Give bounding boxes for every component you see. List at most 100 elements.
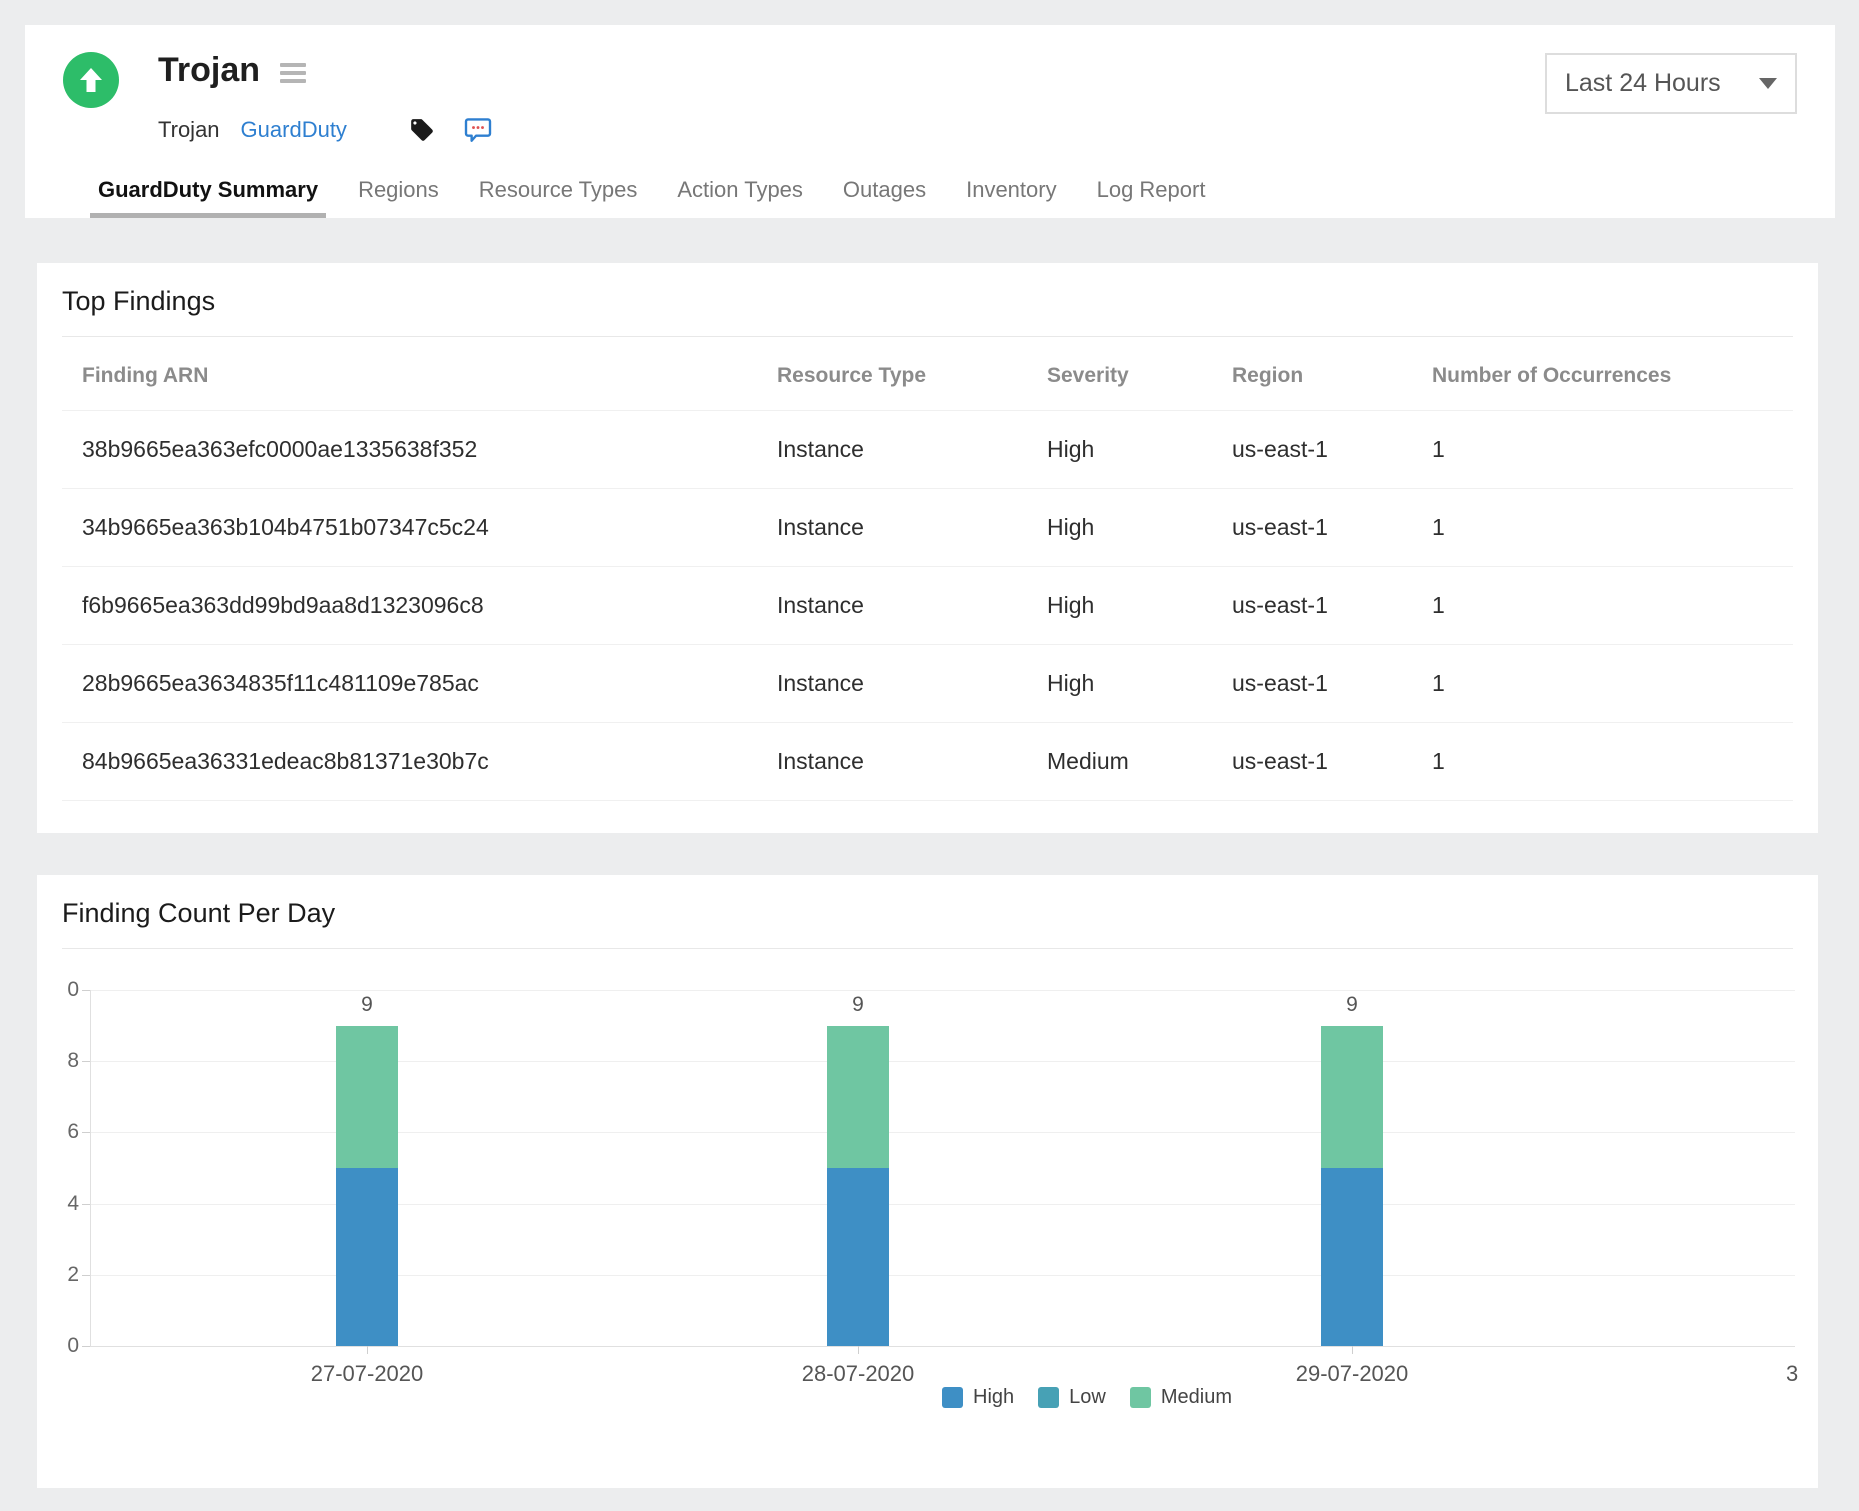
column-header-severity: Severity xyxy=(1027,337,1212,411)
y-axis-label: 0 xyxy=(37,977,79,1003)
cell-number-of-occurrences: 1 xyxy=(1412,489,1793,567)
x-axis-tick xyxy=(858,1346,859,1354)
legend-swatch-low xyxy=(1038,1387,1059,1408)
top-findings-title: Top Findings xyxy=(62,263,1793,337)
finding-row: 84b9665ea36331edeac8b81371e30b7cInstance… xyxy=(62,723,1793,801)
y-axis-label: 6 xyxy=(37,1119,79,1145)
x-axis-tick xyxy=(367,1346,368,1354)
cell-finding-arn: 38b9665ea363efc0000ae1335638f352 xyxy=(62,411,757,489)
legend-label: Low xyxy=(1069,1386,1106,1409)
cell-severity: Medium xyxy=(1027,723,1212,801)
tab-resource-types[interactable]: Resource Types xyxy=(471,177,646,218)
y-axis-tick xyxy=(82,1204,90,1205)
cell-number-of-occurrences: 1 xyxy=(1412,411,1793,489)
status-up-arrow-icon xyxy=(63,52,119,108)
cell-number-of-occurrences: 1 xyxy=(1412,567,1793,645)
y-axis-label: 2 xyxy=(37,1262,79,1288)
cell-severity: High xyxy=(1027,411,1212,489)
cell-resource-type: Instance xyxy=(757,489,1027,567)
column-header-resource-type: Resource Type xyxy=(757,337,1027,411)
y-axis-label: 0 xyxy=(37,1333,79,1359)
y-axis-tick xyxy=(82,990,90,991)
page-title: Trojan xyxy=(158,53,260,87)
y-axis-tick xyxy=(82,1275,90,1276)
legend-item-low[interactable]: Low xyxy=(1038,1386,1106,1409)
top-findings-card: Top Findings Finding ARNResource TypeSev… xyxy=(37,263,1818,833)
breadcrumb: Trojan GuardDuty xyxy=(158,115,493,145)
table-header-row: Finding ARNResource TypeSeverityRegionNu… xyxy=(62,337,1793,411)
column-header-finding-arn: Finding ARN xyxy=(62,337,757,411)
x-axis-label: 28-07-2020 xyxy=(768,1361,948,1387)
legend-swatch-high xyxy=(942,1387,963,1408)
y-axis-tick xyxy=(82,1346,90,1347)
comment-icon[interactable] xyxy=(463,115,493,145)
breadcrumb-monitor-name: Trojan xyxy=(158,117,220,143)
finding-row: 34b9665ea363b104b4751b07347c5c24Instance… xyxy=(62,489,1793,567)
finding-row: f6b9665ea363dd99bd9aa8d1323096c8Instance… xyxy=(62,567,1793,645)
tab-log-report[interactable]: Log Report xyxy=(1089,177,1214,218)
y-axis-tick xyxy=(82,1061,90,1062)
breadcrumb-guardduty-link[interactable]: GuardDuty xyxy=(241,117,347,143)
tab-outages[interactable]: Outages xyxy=(835,177,934,218)
bar-segment-high[interactable] xyxy=(1321,1168,1383,1346)
page-header: Trojan Trojan GuardDuty Last 24 Hours Gu… xyxy=(25,25,1835,218)
cell-region: us-east-1 xyxy=(1212,411,1412,489)
cell-finding-arn: f6b9665ea363dd99bd9aa8d1323096c8 xyxy=(62,567,757,645)
legend-item-high[interactable]: High xyxy=(942,1386,1014,1409)
legend-label: High xyxy=(973,1386,1014,1409)
up-arrow-glyph xyxy=(76,65,106,95)
y-axis-line xyxy=(90,990,91,1346)
cell-severity: High xyxy=(1027,567,1212,645)
x-axis-label: 29-07-2020 xyxy=(1262,1361,1442,1387)
cell-number-of-occurrences: 1 xyxy=(1412,645,1793,723)
bar-segment-high[interactable] xyxy=(827,1168,889,1346)
cell-resource-type: Instance xyxy=(757,567,1027,645)
bar-total-label: 9 xyxy=(337,993,397,1017)
cell-region: us-east-1 xyxy=(1212,489,1412,567)
tab-bar: GuardDuty Summary Regions Resource Types Ac… xyxy=(90,177,1237,218)
finding-row: 38b9665ea363efc0000ae1335638f352Instance… xyxy=(62,411,1793,489)
bar-total-label: 9 xyxy=(828,993,888,1017)
column-header-number-of-occurrences: Number of Occurrences xyxy=(1412,337,1793,411)
time-range-dropdown[interactable]: Last 24 Hours xyxy=(1545,53,1797,114)
x-axis-label-clipped: 3 xyxy=(1786,1361,1806,1387)
tab-regions[interactable]: Regions xyxy=(350,177,447,218)
tag-icon[interactable] xyxy=(409,117,435,143)
y-axis-label: 4 xyxy=(37,1191,79,1217)
cell-resource-type: Instance xyxy=(757,645,1027,723)
finding-count-chart: 0 8 6 4 2 0 9 27-07-2020 9 28-07-2020 9 29-07-2020 3… xyxy=(37,875,1818,1488)
bar-total-label: 9 xyxy=(1322,993,1382,1017)
cell-region: us-east-1 xyxy=(1212,645,1412,723)
legend-swatch-medium xyxy=(1130,1387,1151,1408)
menu-icon[interactable] xyxy=(280,63,306,83)
chart-legend: High Low Medium xyxy=(942,1386,1256,1409)
top-findings-table: Finding ARNResource TypeSeverityRegionNu… xyxy=(62,337,1793,801)
x-axis-label: 27-07-2020 xyxy=(277,1361,457,1387)
legend-label: Medium xyxy=(1161,1386,1232,1409)
bar-segment-high[interactable] xyxy=(336,1168,398,1346)
cell-number-of-occurrences: 1 xyxy=(1412,723,1793,801)
cell-finding-arn: 28b9665ea3634835f11c481109e785ac xyxy=(62,645,757,723)
gridline xyxy=(90,1346,1795,1347)
cell-resource-type: Instance xyxy=(757,723,1027,801)
y-axis-tick xyxy=(82,1132,90,1133)
finding-count-card: Finding Count Per Day 086420927-07-20209… xyxy=(37,875,1818,1488)
tab-inventory[interactable]: Inventory xyxy=(958,177,1065,218)
tab-guardduty-summary[interactable]: GuardDuty Summary xyxy=(90,177,326,218)
y-axis-label: 8 xyxy=(37,1048,79,1074)
cell-finding-arn: 34b9665ea363b104b4751b07347c5c24 xyxy=(62,489,757,567)
cell-severity: High xyxy=(1027,489,1212,567)
cell-resource-type: Instance xyxy=(757,411,1027,489)
caret-down-icon xyxy=(1759,78,1777,89)
tab-action-types[interactable]: Action Types xyxy=(669,177,811,218)
cell-region: us-east-1 xyxy=(1212,723,1412,801)
bar-segment-medium[interactable] xyxy=(1321,1026,1383,1168)
time-range-value: Last 24 Hours xyxy=(1565,69,1721,98)
finding-row: 28b9665ea3634835f11c481109e785acInstance… xyxy=(62,645,1793,723)
bar-segment-medium[interactable] xyxy=(336,1026,398,1168)
x-axis-tick xyxy=(1352,1346,1353,1354)
column-header-region: Region xyxy=(1212,337,1412,411)
bar-segment-medium[interactable] xyxy=(827,1026,889,1168)
cell-severity: High xyxy=(1027,645,1212,723)
legend-item-medium[interactable]: Medium xyxy=(1130,1386,1232,1409)
